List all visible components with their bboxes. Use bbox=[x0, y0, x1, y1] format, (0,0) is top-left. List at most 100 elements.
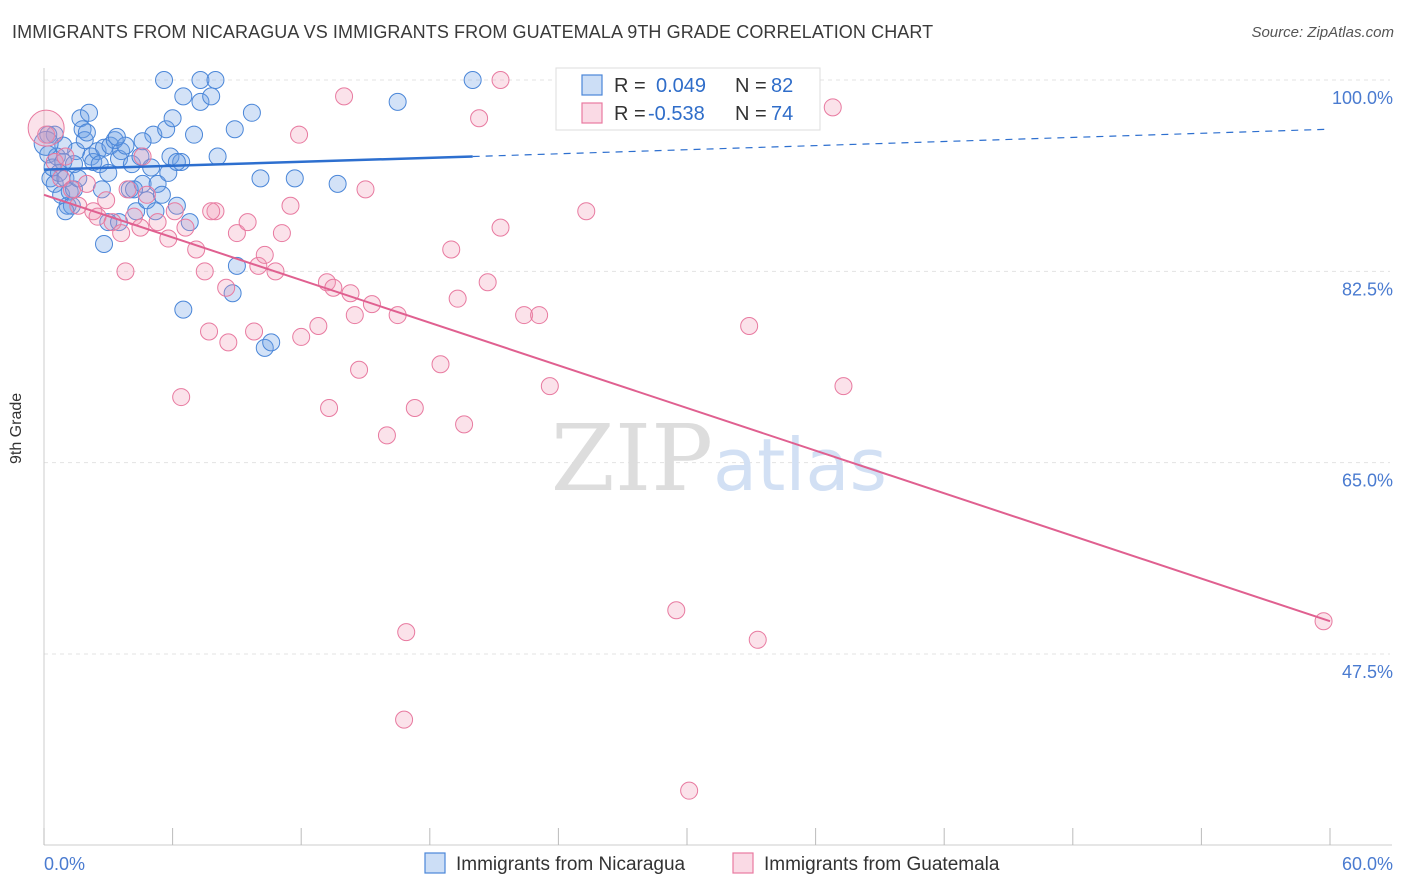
data-point bbox=[577, 202, 596, 221]
data-point bbox=[251, 169, 270, 188]
data-point bbox=[320, 399, 339, 417]
data-point bbox=[84, 153, 103, 171]
data-point bbox=[195, 262, 214, 281]
data-point bbox=[405, 399, 424, 417]
data-point bbox=[165, 202, 184, 221]
stats-pink-n-value: 74 bbox=[771, 103, 793, 125]
data-point bbox=[292, 327, 311, 346]
stats-blue-r-label: R = bbox=[614, 75, 646, 97]
data-point bbox=[667, 601, 686, 620]
y-tick-label: 65.0% bbox=[1342, 471, 1393, 491]
data-point bbox=[530, 306, 549, 325]
source-credit: Source: ZipAtlas.com bbox=[1251, 24, 1394, 41]
legend-swatch-nicaragua bbox=[424, 852, 446, 874]
data-point bbox=[680, 781, 699, 800]
x-tick-label: 60.0% bbox=[1342, 854, 1393, 874]
data-point bbox=[478, 273, 497, 292]
trendline-guatemala bbox=[43, 193, 1331, 623]
data-point bbox=[80, 103, 99, 122]
data-point bbox=[208, 147, 227, 166]
data-point bbox=[133, 132, 152, 151]
data-point bbox=[290, 125, 309, 144]
stats-pink-r-label: R = bbox=[614, 103, 646, 125]
data-point bbox=[174, 87, 193, 106]
data-point bbox=[202, 202, 221, 221]
data-point bbox=[748, 630, 767, 649]
data-point bbox=[62, 180, 81, 199]
data-point bbox=[356, 180, 375, 199]
trendline-nicaragua-extension bbox=[472, 128, 1331, 158]
data-point bbox=[200, 322, 219, 341]
data-point bbox=[77, 123, 96, 142]
data-point bbox=[515, 306, 534, 325]
data-point bbox=[345, 306, 364, 325]
data-point bbox=[187, 240, 206, 259]
data-point bbox=[397, 623, 416, 642]
data-point bbox=[823, 98, 842, 117]
legend-label-guatemala: Immigrants from Guatemala bbox=[764, 854, 1000, 875]
data-point bbox=[388, 92, 407, 111]
y-tick-label: 82.5% bbox=[1342, 279, 1393, 299]
stats-swatch-pink bbox=[581, 102, 603, 124]
data-point bbox=[163, 109, 182, 128]
data-point bbox=[309, 317, 328, 335]
legend-label-nicaragua: Immigrants from Nicaragua bbox=[456, 854, 686, 875]
data-point bbox=[133, 147, 152, 166]
data-point bbox=[185, 125, 204, 144]
data-point bbox=[146, 202, 165, 221]
data-point bbox=[272, 224, 291, 243]
axes bbox=[43, 68, 1392, 846]
x-tick-label: 0.0% bbox=[44, 854, 85, 874]
data-point-large bbox=[27, 109, 65, 147]
data-point bbox=[152, 185, 171, 204]
data-point bbox=[255, 245, 274, 264]
data-point bbox=[328, 174, 347, 193]
data-point bbox=[174, 300, 193, 319]
data-point bbox=[834, 377, 853, 396]
data-point bbox=[227, 224, 246, 243]
stats-swatch-blue bbox=[581, 74, 603, 96]
data-point bbox=[262, 333, 281, 352]
data-point bbox=[225, 120, 244, 139]
data-point bbox=[75, 131, 94, 150]
data-point bbox=[167, 153, 186, 171]
stats-blue-n-value: 82 bbox=[771, 75, 793, 97]
data-point bbox=[217, 278, 236, 297]
data-point bbox=[242, 103, 261, 122]
y-tick-label: 100.0% bbox=[1332, 88, 1393, 108]
data-point bbox=[335, 87, 354, 106]
data-point bbox=[455, 415, 474, 434]
watermark-zip: ZIP bbox=[551, 405, 713, 512]
data-point bbox=[245, 322, 264, 341]
data-point bbox=[137, 185, 156, 204]
trendline-nicaragua bbox=[43, 155, 473, 171]
data-point bbox=[77, 174, 96, 193]
data-point bbox=[219, 333, 238, 352]
stats-blue-r-value: 0.049 bbox=[656, 75, 706, 97]
stats-box: R = 0.049 N = 82 R = -0.538 N = 74 bbox=[555, 67, 821, 131]
data-point bbox=[95, 235, 114, 253]
trendlines bbox=[43, 128, 1331, 623]
data-point bbox=[172, 388, 191, 407]
data-point bbox=[238, 213, 257, 232]
data-point bbox=[463, 71, 482, 89]
data-point bbox=[431, 355, 450, 374]
data-point bbox=[540, 377, 559, 396]
data-point bbox=[116, 262, 135, 281]
data-point bbox=[118, 180, 137, 199]
legend-swatch-guatemala bbox=[732, 852, 754, 874]
stats-blue-n-label: N = bbox=[735, 75, 767, 97]
tick-labels: 47.5% 65.0% 82.5% 100.0% 0.0% 60.0% bbox=[44, 88, 1393, 874]
data-point bbox=[350, 360, 369, 379]
y-tick-label: 47.5% bbox=[1342, 662, 1393, 682]
data-point bbox=[157, 120, 176, 139]
data-point bbox=[740, 317, 759, 335]
data-point bbox=[442, 240, 461, 259]
data-point bbox=[37, 125, 56, 144]
data-point bbox=[97, 191, 116, 210]
data-point bbox=[105, 131, 124, 150]
data-point bbox=[448, 289, 467, 308]
page-title: IMMIGRANTS FROM NICARAGUA VS IMMIGRANTS … bbox=[12, 22, 934, 42]
data-point bbox=[491, 71, 510, 89]
